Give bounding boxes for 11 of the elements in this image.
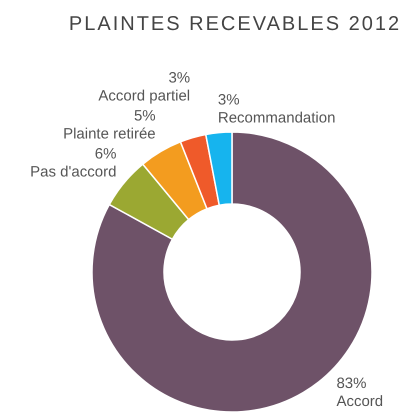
slice-label: Accord partiel	[98, 87, 190, 104]
data-label: 5%	[134, 107, 156, 124]
slice-label: Pas d'accord	[30, 163, 116, 180]
data-label: 83%	[336, 375, 366, 392]
data-label: 3%	[168, 69, 190, 86]
chart-title: PLAINTES RECEVABLES 2012	[68, 13, 402, 35]
data-label: 3%	[218, 92, 240, 109]
slice-label: Recommandation	[218, 110, 336, 127]
data-label: 6%	[94, 145, 116, 162]
slice-label: Plainte retirée	[63, 125, 156, 142]
slice-label: Accord	[336, 393, 384, 410]
